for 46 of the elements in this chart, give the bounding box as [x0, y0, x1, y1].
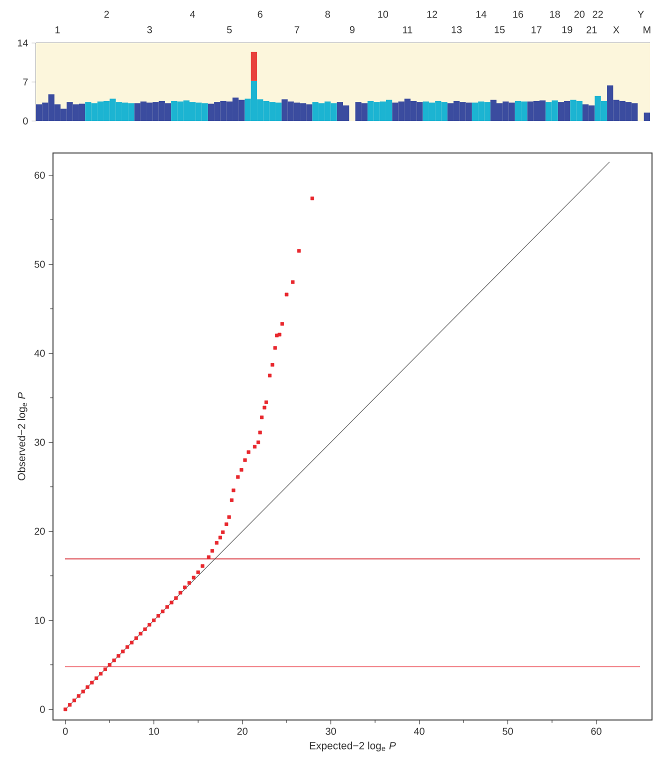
y-tick-label: 50: [34, 260, 45, 268]
x-tick-label: 10: [378, 10, 388, 18]
x-tick-label: 21: [586, 26, 597, 34]
y-tick-label: 30: [34, 438, 45, 446]
x-tick-label: 11: [403, 26, 412, 34]
x-tick-label: 6: [258, 10, 262, 18]
y-tick-label: 60: [34, 172, 45, 179]
x-tick-label: 60: [591, 728, 602, 735]
x-tick-label: 2: [104, 10, 109, 18]
x-tick-label: X: [613, 26, 620, 34]
x-tick-label: 22: [592, 10, 603, 18]
y-tick-label: 14: [18, 40, 28, 46]
x-tick-label: 0: [63, 728, 68, 735]
bar: [644, 112, 650, 122]
x-tick-label: 15: [494, 26, 505, 34]
y-axis-title: Observed−2 log$_{e}$ P: [18, 392, 28, 480]
x-tick-label: Y: [638, 10, 644, 18]
x-tick-label: 50: [502, 728, 513, 735]
y-tick-label: 20: [34, 528, 45, 535]
bar: [250, 52, 258, 81]
x-tick-label: 14: [476, 10, 486, 18]
x-tick-label: 18: [550, 10, 560, 18]
x-tick-label: 20: [237, 728, 248, 735]
y-tick-label: 40: [34, 350, 45, 357]
y-tick-label: 10: [34, 616, 45, 624]
x-tick-label: 7: [294, 26, 300, 34]
y-tick-label: 0: [23, 117, 28, 125]
x-tick-label: 1: [55, 26, 60, 34]
x-tick-label: 8: [325, 10, 330, 18]
x-tick-label: 40: [414, 728, 424, 735]
x-tick-label: 16: [513, 10, 524, 18]
x-tick-label: 20: [574, 10, 585, 18]
x-tick-label: 3: [147, 26, 152, 34]
x-tick-label: 19: [562, 26, 572, 34]
y-tick-label: 7: [23, 78, 28, 86]
x-tick-label: 30: [326, 728, 336, 735]
x-tick-label: M: [644, 26, 650, 34]
x-axis-title: Expected−2 log$_{e}$ P: [310, 742, 396, 752]
y-tick-label: 0: [40, 706, 45, 713]
x-tick-label: 10: [149, 728, 160, 735]
x-tick-label: 13: [452, 26, 462, 34]
x-tick-label: 12: [427, 10, 438, 18]
x-tick-label: 17: [532, 26, 542, 34]
x-tick-label: 5: [227, 26, 232, 34]
x-tick-label: 9: [350, 26, 355, 34]
x-tick-label: 4: [190, 10, 196, 18]
